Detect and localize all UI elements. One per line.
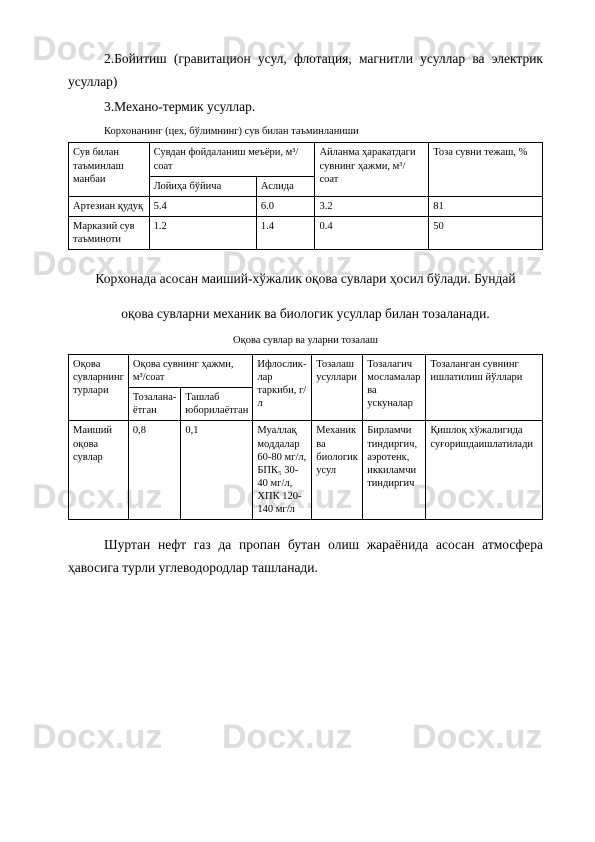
cell: Муаллақ моддалар 60-80 мг/л, БПК₅ 30-40 … bbox=[257, 425, 306, 515]
t2-h3: Ифлослик-лар таркиби, г/л bbox=[257, 359, 306, 409]
cell: 0,8 bbox=[133, 425, 146, 436]
t1-h2a: Лойиҳа бўйича bbox=[154, 181, 222, 192]
cell: Маиший оқова сувлар bbox=[73, 425, 112, 462]
cell: Механик ва биологик усул bbox=[316, 425, 358, 475]
mid-para-1: Корхонада асосан маиший-хўжалик оқова су… bbox=[88, 268, 523, 291]
cell: Артезиан қудуқ bbox=[73, 201, 143, 212]
t1-h1: Сув билан таъминлаш манбаи bbox=[73, 147, 124, 184]
cell: 0,1 bbox=[185, 425, 198, 436]
cell: 5.4 bbox=[154, 201, 167, 212]
t1-h3: Айланма ҳаракатдаги сувнинг ҳажми, м³/со… bbox=[319, 147, 415, 184]
table1-caption: Корхонанинг (цех, бўлимнинг) сув билан т… bbox=[104, 125, 543, 139]
cell: 81 bbox=[433, 201, 444, 212]
t1-h4: Тоза сувни тежаш, % bbox=[433, 147, 527, 158]
t2-h2a: Тозалана-ётган bbox=[133, 392, 176, 416]
table-row: Маиший оқова сувлар 0,8 0,1 Муаллақ модд… bbox=[69, 421, 543, 520]
cell: 6.0 bbox=[261, 201, 274, 212]
t2-h6: Тозаланган сувнинг ишлатилиш йўллари bbox=[430, 359, 522, 383]
t1-h2b: Аслида bbox=[261, 181, 294, 192]
cell: 1.4 bbox=[261, 221, 274, 232]
cell: 1.2 bbox=[154, 221, 167, 232]
cell: 3.2 bbox=[319, 201, 332, 212]
table-row: Артезиан қудуқ 5.4 6.0 3.2 81 bbox=[69, 196, 543, 216]
t2-h5: Тозалагич мосламалар ва ускуналар bbox=[367, 359, 420, 409]
para-1: 2.Бойитиш (гравитацион усул, флотация, м… bbox=[68, 48, 543, 94]
para-2: 3.Механо-термик усуллар. bbox=[68, 96, 543, 119]
cell: Қишлоқ хўжалигида суғоришдаишлатилади bbox=[430, 425, 533, 449]
t2-h2: Оқова сувнинг ҳажми, м³/соат bbox=[133, 359, 234, 383]
para-end: Шуртан нефт газ да пропан бутан олиш жар… bbox=[68, 534, 543, 580]
t2-h4: Тозалаш усуллари bbox=[316, 359, 357, 383]
table-2: Оқова сувларнинг турлари Оқова сувнинг ҳ… bbox=[68, 354, 543, 520]
t1-h2: Сувдан фойдаланиш меъёри, м³/соат bbox=[154, 147, 299, 171]
watermark: Docx.uz bbox=[412, 718, 542, 757]
table-row: Оқова сувларнинг турлари Оқова сувнинг ҳ… bbox=[69, 354, 543, 387]
cell: 0.4 bbox=[319, 221, 332, 232]
watermark: Docx.uz bbox=[222, 718, 352, 757]
table-row: Марказий сув таъминоти 1.2 1.4 0.4 50 bbox=[69, 216, 543, 249]
cell: Бирламчи тиндиргич, аэротенк, иккиламчи … bbox=[367, 425, 417, 489]
table-row: Сув билан таъминлаш манбаи Сувдан фойдал… bbox=[69, 143, 543, 176]
cell: Марказий сув таъминоти bbox=[73, 221, 135, 245]
table-1: Сув билан таъминлаш манбаи Сувдан фойдал… bbox=[68, 142, 543, 250]
t2-h1: Оқова сувларнинг турлари bbox=[73, 359, 124, 396]
mid-para-2: оқова сувларни механик ва биологик усулл… bbox=[88, 303, 523, 326]
page-content: 2.Бойитиш (гравитацион усул, флотация, м… bbox=[0, 0, 595, 622]
cell: 50 bbox=[433, 221, 444, 232]
table2-caption: Оқова сувлар ва уларни тозалаш bbox=[68, 332, 543, 350]
watermark: Docx.uz bbox=[32, 718, 162, 757]
t2-h2b: Ташлаб юборилаётган bbox=[185, 392, 248, 416]
